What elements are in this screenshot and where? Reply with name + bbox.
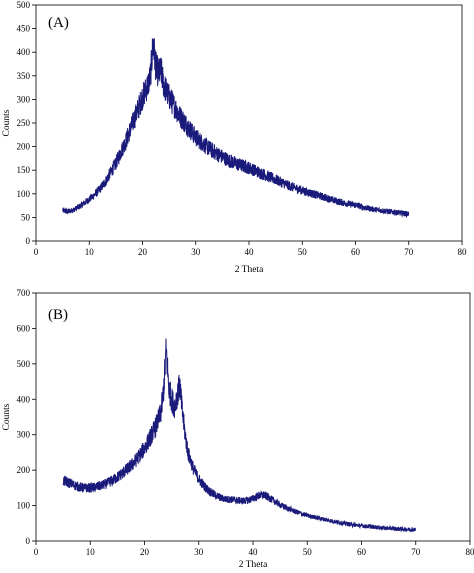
x-tick-label: 10 <box>85 247 95 257</box>
plot-frame <box>35 292 471 542</box>
y-tick-label: 450 <box>17 24 31 34</box>
y-tick-label: 200 <box>17 142 31 152</box>
y-tick-label: 350 <box>17 71 31 81</box>
y-tick-label: 200 <box>17 465 31 475</box>
y-tick-label: 300 <box>17 430 31 440</box>
panel-label: (A) <box>48 15 69 31</box>
x-tick-label: 40 <box>245 247 255 257</box>
y-axis-title: Counts <box>2 109 12 136</box>
x-tick-label: 80 <box>466 547 474 557</box>
y-tick-label: 400 <box>17 47 31 57</box>
x-axis-title: 2 Theta <box>235 265 264 275</box>
y-tick-label: 250 <box>17 118 31 128</box>
axis-ticks: 0 10 20 30 40 50 60 70 80 0 100 200 300 400 500 600 700 <box>17 288 474 557</box>
x-tick-label: 50 <box>303 547 313 557</box>
axis-ticks: 0 10 20 30 40 50 60 70 80 0 50 100 150 200 250 300 350 40… <box>17 0 468 257</box>
x-tick-label: 10 <box>86 547 96 557</box>
y-tick-label: 700 <box>17 288 31 298</box>
y-tick-label: 500 <box>17 359 31 369</box>
y-tick-label: 600 <box>17 323 31 333</box>
series-line <box>62 38 410 219</box>
y-tick-label: 100 <box>17 501 31 511</box>
x-tick-label: 20 <box>138 247 148 257</box>
y-tick-label: 0 <box>26 236 31 246</box>
y-tick-label: 300 <box>17 94 31 104</box>
y-tick-label: 0 <box>26 536 31 546</box>
x-tick-label: 80 <box>458 247 468 257</box>
x-tick-label: 30 <box>191 247 201 257</box>
x-tick-label: 40 <box>249 547 259 557</box>
x-tick-label: 30 <box>194 547 204 557</box>
x-tick-label: 20 <box>140 547 150 557</box>
panel-b: (B) 2 Theta Counts 0 10 20 30 40 50 60 70 80 0 100… <box>2 288 474 570</box>
x-tick-label: 60 <box>351 247 361 257</box>
x-tick-label: 70 <box>404 247 414 257</box>
series-line <box>62 338 417 533</box>
y-tick-label: 500 <box>17 0 31 10</box>
x-tick-label: 70 <box>411 547 421 557</box>
x-tick-label: 0 <box>34 247 39 257</box>
x-axis-title: 2 Theta <box>239 560 268 570</box>
y-tick-label: 50 <box>21 212 31 222</box>
y-tick-label: 150 <box>17 165 31 175</box>
y-tick-label: 400 <box>17 394 31 404</box>
y-tick-label: 100 <box>17 189 31 199</box>
panel-label: (B) <box>48 307 68 323</box>
plot-frame <box>35 4 463 242</box>
panel-a: (A) 2 Theta Counts 0 10 20 30 40 50 60 70 80 0 50 1… <box>2 0 467 275</box>
x-tick-label: 0 <box>34 547 39 557</box>
x-tick-label: 60 <box>357 547 367 557</box>
x-tick-label: 50 <box>298 247 308 257</box>
y-axis-title: Counts <box>2 403 12 430</box>
